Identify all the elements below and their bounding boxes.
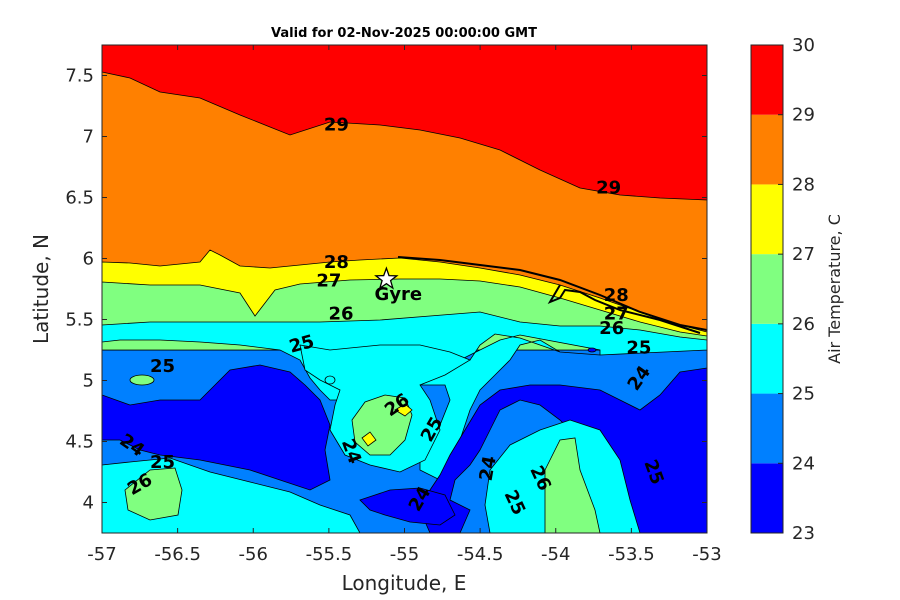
y-tick-label: 6 (83, 249, 94, 270)
y-axis-label: Latitude, N (29, 234, 53, 344)
colorbar-segment (751, 393, 783, 464)
band-26-27-south-patch (544, 437, 601, 533)
star-icon (374, 266, 399, 290)
x-tick-label: -54 (541, 544, 570, 565)
x-tick-label: -55.5 (306, 544, 353, 565)
band-26-27-small-ellipse (129, 374, 155, 386)
band-27-28-center-dot (394, 403, 413, 417)
station-marker: Gyre (374, 266, 423, 305)
x-axis-label: Longitude, E (342, 571, 467, 595)
contour-label: 25 (150, 452, 175, 473)
x-tick-label: -56.5 (154, 544, 201, 565)
contour-label: 27 (316, 270, 341, 291)
band-23-24-west (102, 364, 331, 491)
contour-label: 29 (596, 178, 621, 199)
colorbar-tick-label: 23 (792, 523, 815, 544)
x-tick-label: -55 (390, 544, 419, 565)
colorbar-tick-label: 28 (792, 174, 815, 195)
y-tick-label: 7 (83, 127, 94, 148)
colorbar-segment (751, 463, 783, 533)
station-label: Gyre (375, 284, 423, 305)
contour-label: 25 (150, 356, 175, 377)
x-tick-label: -57 (87, 544, 116, 565)
contour-label: 26 (599, 318, 624, 339)
y-tick-label: 4.5 (65, 432, 94, 453)
y-axis-ticks: 4 4.5 5 5.5 6 6.5 7 7.5 (65, 66, 707, 514)
contour-label: 28 (604, 285, 629, 306)
plot-area: 2929282726252827262524252425262625242424… (102, 45, 707, 533)
colorbar-segment (751, 45, 783, 115)
contour-label: 26 (328, 303, 353, 324)
y-tick-label: 4 (83, 493, 94, 514)
x-tick-label: -53.5 (608, 544, 655, 565)
colorbar-segment (751, 323, 783, 394)
band-25-26-small-dot (324, 375, 336, 385)
band-25-26-small-dot-east (587, 347, 597, 353)
colorbar-tick-label: 29 (792, 105, 815, 126)
contour-label: 24 (476, 454, 501, 482)
colorbar-tick-label: 27 (792, 244, 815, 265)
contour-label: 28 (324, 252, 349, 273)
x-tick-label: -54.5 (457, 544, 504, 565)
colorbar-tick-label: 24 (792, 453, 815, 474)
colorbar-ticks: 23 24 25 26 27 28 29 30 (778, 35, 815, 544)
contour-label: 27 (604, 303, 629, 324)
y-tick-label: 5.5 (65, 310, 94, 331)
contour-label: 25 (626, 338, 651, 359)
colorbar-tick-label: 30 (792, 35, 815, 56)
band-26-27-west-patch (124, 467, 183, 521)
colorbar-segment (751, 254, 783, 324)
coastline (397, 256, 707, 331)
band-27-28-center-dot2 (361, 431, 377, 447)
colorbar (751, 45, 783, 533)
colorbar-tick-label: 26 (792, 314, 815, 335)
colorbar-frame (750, 44, 784, 534)
coastline-inlet (547, 284, 701, 334)
colorbar-segment (751, 114, 783, 185)
y-tick-label: 5 (83, 371, 94, 392)
plot-title: Valid for 02-Nov-2025 00:00:00 GMT (271, 26, 537, 41)
colorbar-label: Air Temperature, C (825, 214, 844, 364)
colorbar-segment (751, 184, 783, 255)
contour-label: 29 (324, 114, 349, 135)
x-tick-label: -53 (692, 544, 721, 565)
x-axis-ticks: -57 -56.5 -56 -55.5 -55 -54.5 -54 -53.5 -53 (87, 45, 722, 565)
y-tick-label: 7.5 (65, 66, 94, 87)
y-tick-label: 6.5 (65, 188, 94, 209)
colorbar-tick-label: 25 (792, 384, 815, 405)
band-23-24-south (359, 487, 456, 526)
x-tick-label: -56 (239, 544, 268, 565)
